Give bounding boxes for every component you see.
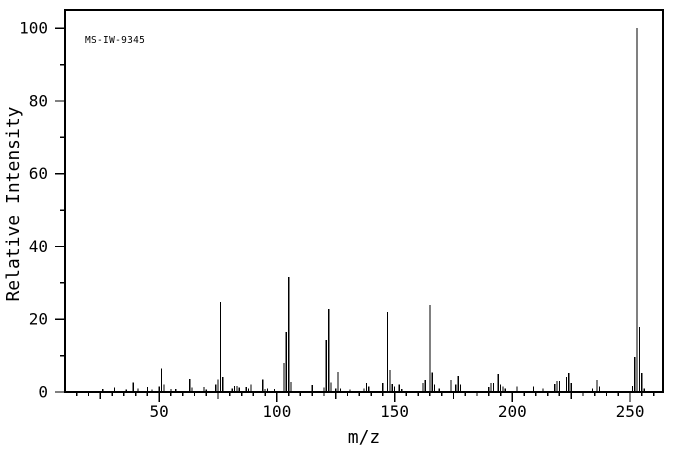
- y-tick-label: 0: [38, 383, 48, 402]
- x-tick-label: 250: [616, 402, 645, 421]
- y-tick-label: 60: [29, 164, 48, 183]
- x-tick-label: 50: [150, 402, 169, 421]
- x-tick-label: 100: [262, 402, 291, 421]
- x-axis-title: m/z: [347, 427, 381, 448]
- plot-border: [64, 9, 664, 393]
- y-tick-label: 20: [29, 310, 48, 329]
- x-tick-label: 150: [380, 402, 409, 421]
- x-tick-label: 200: [498, 402, 527, 421]
- y-tick-label: 100: [19, 19, 48, 38]
- y-tick-label: 80: [29, 91, 48, 110]
- spectrum-id-label: MS-IW-9345: [85, 35, 146, 46]
- y-tick-label: 40: [29, 237, 48, 256]
